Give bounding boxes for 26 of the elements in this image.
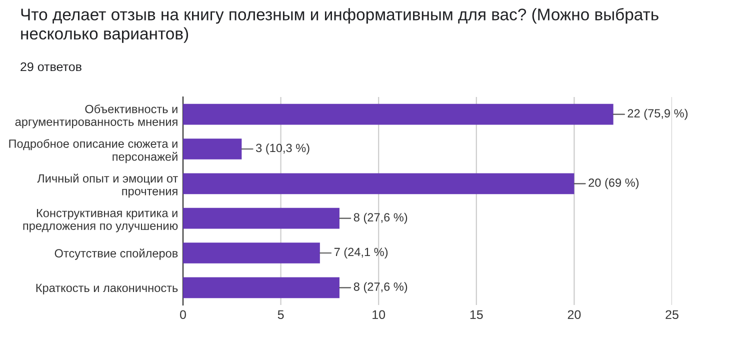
bar bbox=[183, 242, 320, 264]
bar bbox=[183, 173, 574, 194]
x-tick-label: 5 bbox=[278, 310, 284, 320]
x-tick-label: 15 bbox=[470, 310, 483, 320]
bar bbox=[183, 104, 614, 125]
data-label: 3 (10,3 %) bbox=[256, 144, 310, 154]
x-tick-label: 10 bbox=[372, 310, 386, 320]
data-label: 20 (69 %) bbox=[588, 178, 639, 190]
text: 29 ответов bbox=[20, 62, 82, 72]
y-tick-label: Личный опыт и эмоции от прочтения bbox=[37, 174, 178, 198]
x-tick-label: 25 bbox=[666, 310, 678, 320]
data-label: 22 (75,9 %) bbox=[628, 108, 688, 120]
data-label: 8 (27,6 %) bbox=[354, 212, 408, 224]
bar bbox=[183, 277, 340, 298]
x-tick-label: 0 bbox=[180, 310, 186, 320]
x-tick-label: 20 bbox=[568, 310, 581, 320]
chart-title: Что делает отзыв на книгу полезным и информативным для вас? (Можно выбрать несколько вариантов) bbox=[21, 8, 658, 43]
y-tick-label: Краткость и лаконичность bbox=[36, 284, 178, 294]
data-label: 7 (24,1 %) bbox=[334, 247, 388, 258]
y-tick-label: Подробное описание сюжета и персонажей bbox=[9, 139, 178, 164]
y-tick-label: Объективность и аргументированность мнения bbox=[15, 104, 178, 128]
bar bbox=[183, 208, 340, 229]
data-label: 8 (27,6 %) bbox=[354, 282, 408, 294]
y-tick-label: Конструктивная критика и предложения по улучшению bbox=[23, 208, 178, 232]
y-tick-label: Отсутствие спойлеров bbox=[54, 248, 178, 260]
bar bbox=[183, 138, 242, 160]
